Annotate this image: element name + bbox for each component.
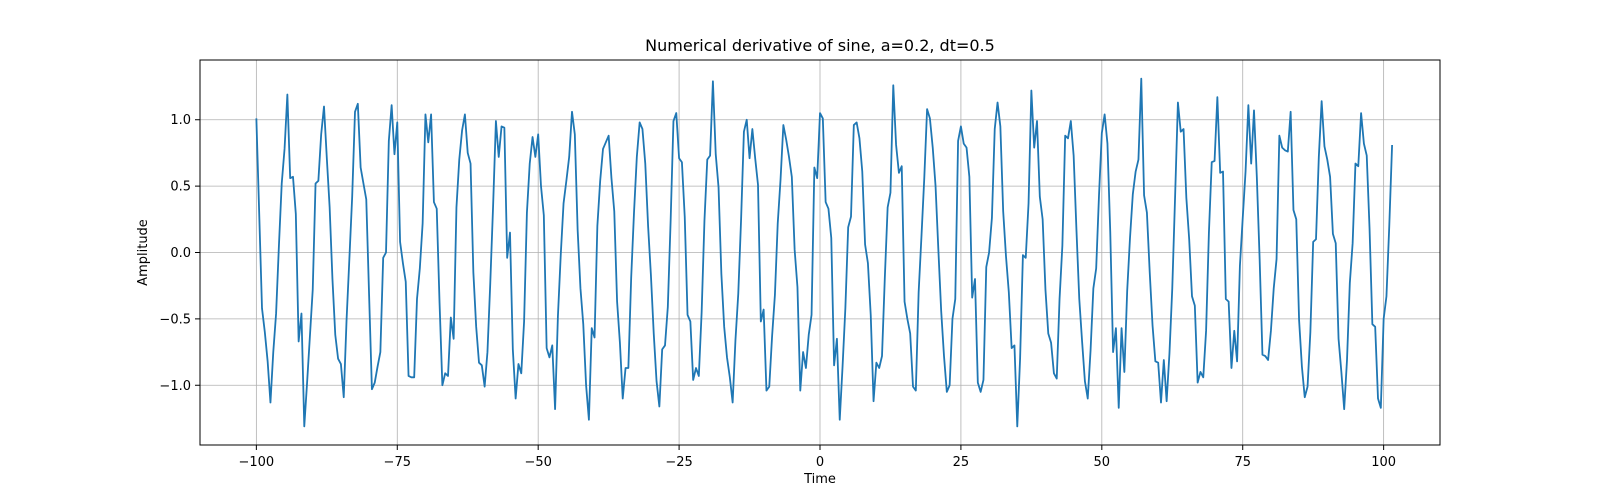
x-tick-label: −25: [665, 455, 692, 470]
y-axis-title: Amplitude: [136, 219, 151, 286]
series-line: [255, 77, 1393, 428]
series: [255, 77, 1393, 428]
x-tick-label: 50: [1094, 455, 1111, 470]
x-axis-title: Time: [803, 472, 836, 487]
y-tick-label: 0.0: [170, 246, 191, 261]
axis-ticks: −100 −75 −50 −25 0 25 50 75 100 −1.0 −0.5 0.0 0.5 1.0: [159, 113, 1396, 470]
x-tick-label: −100: [239, 455, 275, 470]
chart-title: Numerical derivative of sine, a=0.2, dt=…: [645, 36, 995, 55]
x-tick-label: 25: [953, 455, 970, 470]
x-tick-label: 75: [1234, 455, 1251, 470]
y-tick-label: −1.0: [159, 379, 191, 394]
y-tick-label: 1.0: [170, 113, 191, 128]
y-tick-label: −0.5: [159, 312, 191, 327]
x-tick-label: −50: [524, 455, 551, 470]
x-tick-label: −75: [384, 455, 411, 470]
y-tick-label: 0.5: [170, 180, 191, 195]
x-tick-label: 0: [816, 455, 824, 470]
x-tick-label: 100: [1371, 455, 1396, 470]
